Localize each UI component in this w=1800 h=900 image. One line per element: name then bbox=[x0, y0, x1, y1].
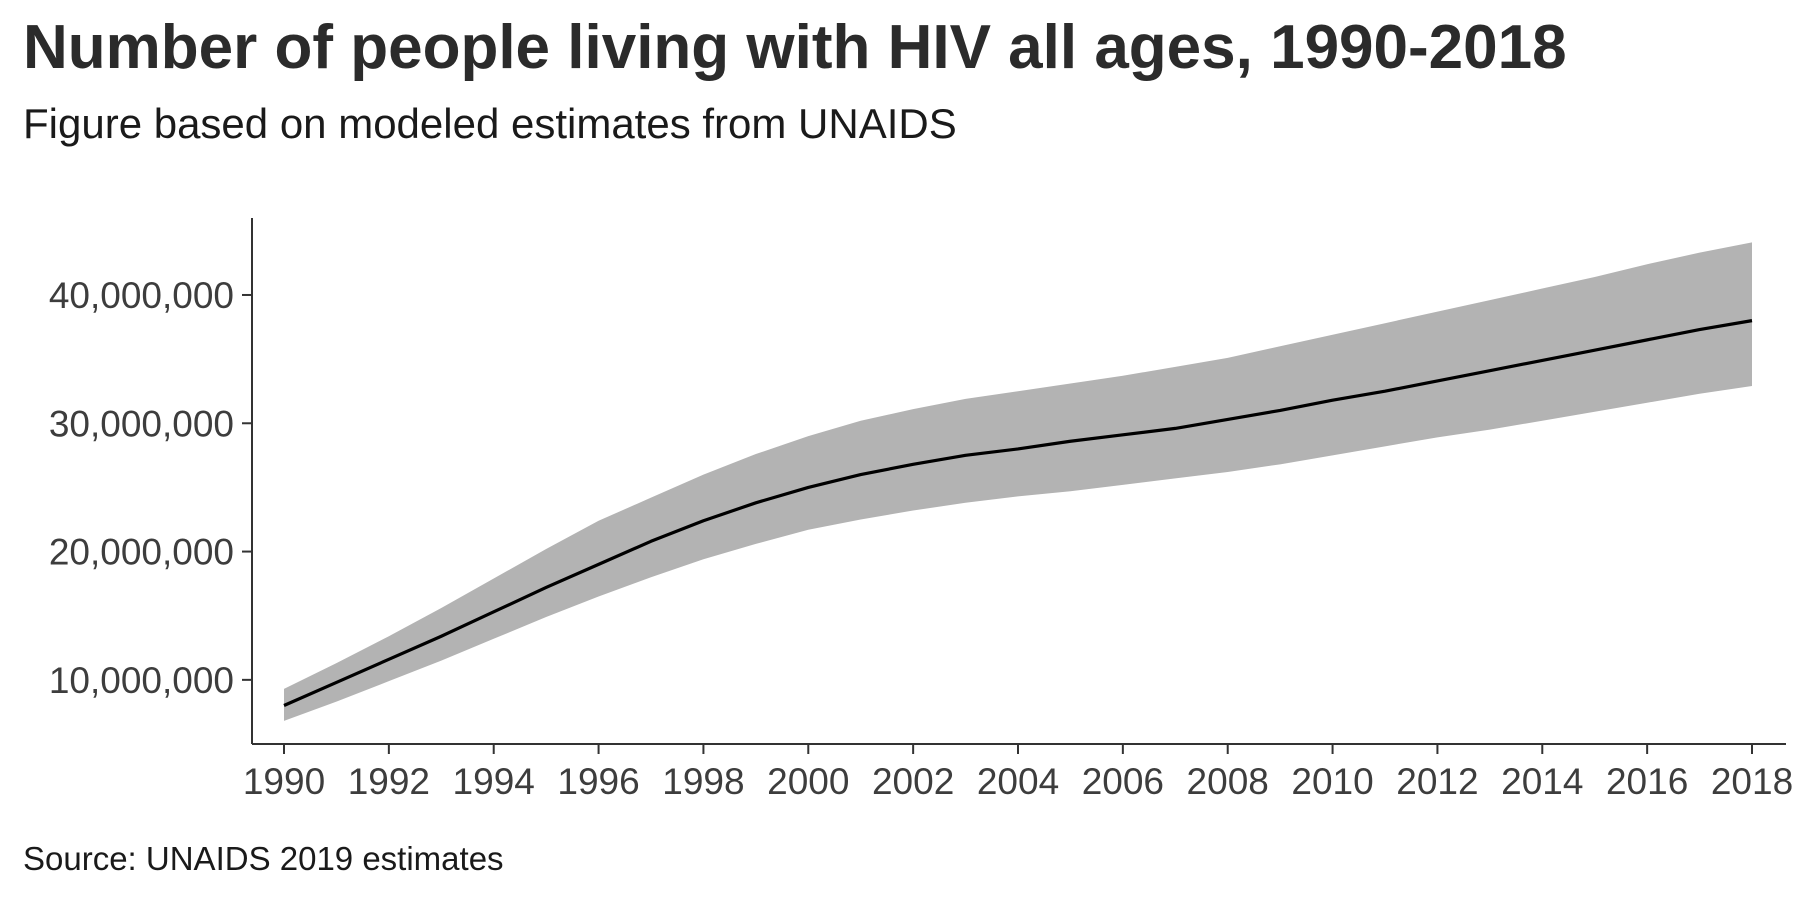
x-tick-label: 1994 bbox=[453, 761, 535, 802]
x-tick-label: 2000 bbox=[767, 761, 849, 802]
x-tick-label: 2014 bbox=[1501, 761, 1583, 802]
confidence-band bbox=[284, 242, 1752, 721]
x-tick-label: 1998 bbox=[662, 761, 744, 802]
y-tick-label: 40,000,000 bbox=[49, 275, 234, 316]
x-tick-label: 2006 bbox=[1082, 761, 1164, 802]
y-axis: 10,000,000 20,000,000 30,000,000 40,000,000 bbox=[49, 275, 252, 701]
x-tick-label: 2016 bbox=[1606, 761, 1688, 802]
chart-subtitle: Figure based on modeled estimates from U… bbox=[23, 100, 957, 147]
estimate-line bbox=[283, 319, 1753, 707]
x-tick-label: 2002 bbox=[872, 761, 954, 802]
x-tick-label: 2012 bbox=[1396, 761, 1478, 802]
x-axis: 1990 1992 1994 1996 1998 2000 2002 2004 2006 2008… bbox=[243, 744, 1793, 802]
x-tick-label: 1992 bbox=[348, 761, 430, 802]
chart-title: Number of people living with HIV all age… bbox=[23, 13, 1567, 82]
x-tick-label: 2004 bbox=[977, 761, 1059, 802]
y-tick-label: 30,000,000 bbox=[49, 403, 234, 444]
chart-caption: Source: UNAIDS 2019 estimates bbox=[23, 840, 504, 877]
x-tick-label: 2010 bbox=[1291, 761, 1373, 802]
x-tick-label: 1990 bbox=[243, 761, 325, 802]
x-tick-label: 2018 bbox=[1711, 761, 1793, 802]
x-tick-label: 1996 bbox=[557, 761, 639, 802]
y-tick-label: 10,000,000 bbox=[49, 660, 234, 701]
y-tick-label: 20,000,000 bbox=[49, 532, 234, 573]
x-tick-label: 2008 bbox=[1187, 761, 1269, 802]
